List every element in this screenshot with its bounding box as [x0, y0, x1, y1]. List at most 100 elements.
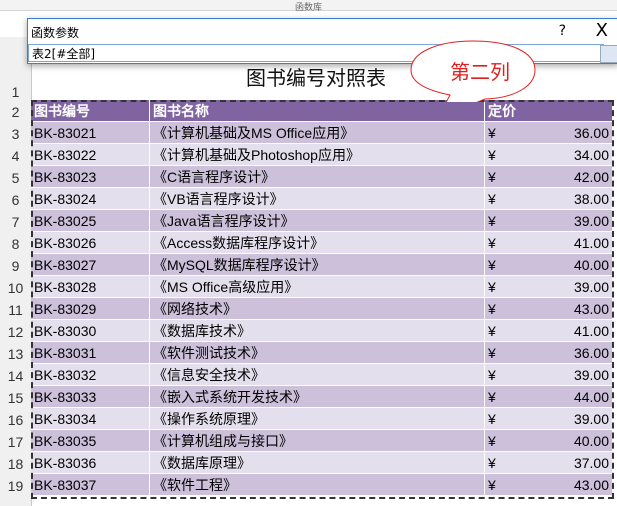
- book-id-cell[interactable]: BK-83029: [31, 297, 150, 320]
- table-row: BK-83023 《C语言程序设计》 ¥42.00: [31, 165, 613, 188]
- row-number[interactable]: 3: [11, 126, 20, 142]
- row-number[interactable]: 16: [7, 412, 24, 428]
- price-cell[interactable]: ¥39.00: [484, 407, 613, 430]
- currency-symbol: ¥: [488, 212, 496, 229]
- book-name-cell[interactable]: 《计算机组成与接口》: [149, 429, 485, 452]
- table-row: BK-83025 《Java语言程序设计》 ¥39.00: [31, 209, 613, 232]
- row-number[interactable]: 8: [11, 236, 20, 252]
- book-name-cell[interactable]: 《软件工程》: [149, 473, 485, 496]
- book-id-cell[interactable]: BK-83034: [31, 407, 150, 430]
- collapse-dialog-icon[interactable]: [600, 45, 617, 63]
- book-id-cell[interactable]: BK-83026: [31, 231, 150, 254]
- price-value: 44.00: [573, 388, 609, 405]
- ribbon-group-label: 函数库: [294, 3, 322, 13]
- help-button[interactable]: ?: [558, 23, 566, 39]
- book-id-cell[interactable]: BK-83032: [31, 363, 150, 386]
- row-number[interactable]: 6: [11, 192, 20, 208]
- price-cell[interactable]: ¥41.00: [484, 319, 613, 342]
- book-id-cell[interactable]: BK-83027: [31, 253, 150, 276]
- header-name[interactable]: 图书名称: [149, 100, 485, 122]
- book-id-cell[interactable]: BK-83023: [31, 165, 150, 188]
- price-cell[interactable]: ¥38.00: [484, 187, 613, 210]
- price-cell[interactable]: ¥43.00: [484, 297, 613, 320]
- price-value: 36.00: [573, 124, 609, 141]
- table-row: BK-83033 《嵌入式系统开发技术》 ¥44.00: [31, 385, 613, 408]
- currency-symbol: ¥: [488, 476, 496, 493]
- book-name-cell[interactable]: 《计算机基础及Photoshop应用》: [149, 143, 485, 166]
- book-id-cell[interactable]: BK-83024: [31, 187, 150, 210]
- row-number[interactable]: 9: [11, 258, 20, 274]
- price-cell[interactable]: ¥36.00: [484, 341, 613, 364]
- price-cell[interactable]: ¥41.00: [484, 231, 613, 254]
- table-row: BK-83021 《计算机基础及MS Office应用》 ¥36.00: [31, 121, 613, 144]
- book-id-cell[interactable]: BK-83028: [31, 275, 150, 298]
- row-number[interactable]: 4: [11, 148, 20, 164]
- price-cell[interactable]: ¥39.00: [484, 209, 613, 232]
- currency-symbol: ¥: [488, 146, 496, 163]
- book-name-cell[interactable]: 《网络技术》: [149, 297, 485, 320]
- book-id-cell[interactable]: BK-83030: [31, 319, 150, 342]
- row-number[interactable]: 17: [7, 434, 24, 450]
- row-number[interactable]: 2: [11, 104, 20, 120]
- price-cell[interactable]: ¥37.00: [484, 451, 613, 474]
- book-name-cell[interactable]: 《Access数据库程序设计》: [149, 231, 485, 254]
- row-number[interactable]: 1: [11, 84, 20, 100]
- price-cell[interactable]: ¥36.00: [484, 121, 613, 144]
- close-button[interactable]: X: [595, 20, 608, 41]
- book-name-cell[interactable]: 《数据库原理》: [149, 451, 485, 474]
- price-cell[interactable]: ¥43.00: [484, 473, 613, 496]
- book-id-cell[interactable]: BK-83021: [31, 121, 150, 144]
- price-value: 39.00: [573, 366, 609, 383]
- book-id-cell[interactable]: BK-83037: [31, 473, 150, 496]
- header-price[interactable]: 定价: [484, 100, 613, 122]
- currency-symbol: ¥: [488, 388, 496, 405]
- price-value: 34.00: [573, 146, 609, 163]
- book-id-cell[interactable]: BK-83031: [31, 341, 150, 364]
- price-value: 39.00: [573, 278, 609, 295]
- price-value: 36.00: [573, 344, 609, 361]
- book-id-cell[interactable]: BK-83022: [31, 143, 150, 166]
- header-id[interactable]: 图书编号: [31, 100, 150, 122]
- row-number[interactable]: 11: [8, 302, 23, 318]
- price-value: 39.00: [573, 410, 609, 427]
- book-name-cell[interactable]: 《Java语言程序设计》: [149, 209, 485, 232]
- book-id-cell[interactable]: BK-83036: [31, 451, 150, 474]
- book-name-cell[interactable]: 《信息安全技术》: [149, 363, 485, 386]
- price-cell[interactable]: ¥44.00: [484, 385, 613, 408]
- row-number[interactable]: 13: [7, 346, 24, 362]
- price-value: 37.00: [573, 454, 609, 471]
- book-name-cell[interactable]: 《操作系统原理》: [149, 407, 485, 430]
- book-name-cell[interactable]: 《MySQL数据库程序设计》: [149, 253, 485, 276]
- price-cell[interactable]: ¥42.00: [484, 165, 613, 188]
- price-cell[interactable]: ¥40.00: [484, 253, 613, 276]
- row-number[interactable]: 10: [7, 280, 24, 296]
- price-cell[interactable]: ¥34.00: [484, 143, 613, 166]
- row-number[interactable]: 12: [7, 324, 24, 340]
- book-id-cell[interactable]: BK-83033: [31, 385, 150, 408]
- book-name-cell[interactable]: 《C语言程序设计》: [149, 165, 485, 188]
- row-number[interactable]: 18: [7, 456, 24, 472]
- book-name-cell[interactable]: 《数据库技术》: [149, 319, 485, 342]
- row-number[interactable]: 5: [11, 170, 20, 186]
- currency-symbol: ¥: [488, 300, 496, 317]
- book-name-cell[interactable]: 《VB语言程序设计》: [149, 187, 485, 210]
- book-name-cell[interactable]: 《嵌入式系统开发技术》: [149, 385, 485, 408]
- row-number[interactable]: 19: [7, 478, 24, 494]
- price-cell[interactable]: ¥39.00: [484, 275, 613, 298]
- price-cell[interactable]: ¥39.00: [484, 363, 613, 386]
- book-name-cell[interactable]: 《计算机基础及MS Office应用》: [149, 121, 485, 144]
- book-id-cell[interactable]: BK-83035: [31, 429, 150, 452]
- book-name-cell[interactable]: 《软件测试技术》: [149, 341, 485, 364]
- price-value: 41.00: [573, 322, 609, 339]
- book-id-cell[interactable]: BK-83025: [31, 209, 150, 232]
- price-cell[interactable]: ¥40.00: [484, 429, 613, 452]
- table-row: BK-83030 《数据库技术》 ¥41.00: [31, 319, 613, 342]
- book-name-cell[interactable]: 《MS Office高级应用》: [149, 275, 485, 298]
- price-value: 40.00: [573, 256, 609, 273]
- select-all-corner[interactable]: [0, 37, 31, 60]
- row-headers: 1 2 3 4 5 6 7 8 9 10 11 12 13 14 15 16 17 18 19: [0, 60, 32, 506]
- table-row: BK-83024 《VB语言程序设计》 ¥38.00: [31, 187, 613, 210]
- row-number[interactable]: 15: [7, 390, 24, 406]
- row-number[interactable]: 7: [11, 214, 20, 230]
- row-number[interactable]: 14: [7, 368, 24, 384]
